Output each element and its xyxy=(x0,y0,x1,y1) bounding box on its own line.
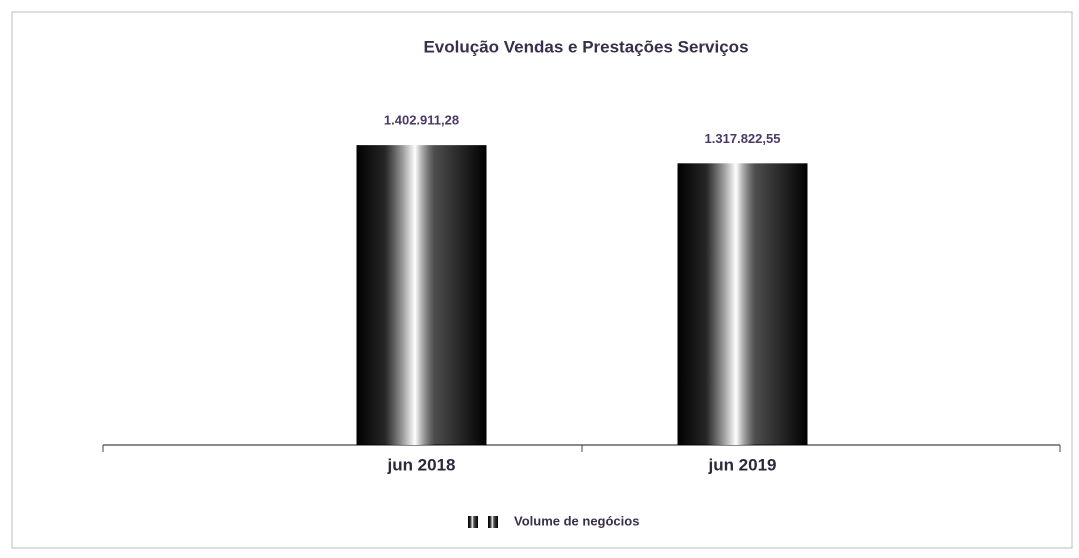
data-label: 1.402.911,28 xyxy=(384,113,459,128)
x-tick-label: jun 2018 xyxy=(386,455,455,474)
data-label: 1.317.822,55 xyxy=(705,131,781,146)
legend-label: Volume de negócios xyxy=(514,513,639,528)
legend-swatch xyxy=(488,516,498,528)
x-tick-label: jun 2019 xyxy=(707,455,776,474)
chart-title: Evolução Vendas e Prestações Serviços xyxy=(423,37,748,56)
bar xyxy=(677,163,808,445)
bar xyxy=(356,145,487,445)
legend-swatch xyxy=(468,516,478,528)
chart-frame xyxy=(11,11,1073,549)
